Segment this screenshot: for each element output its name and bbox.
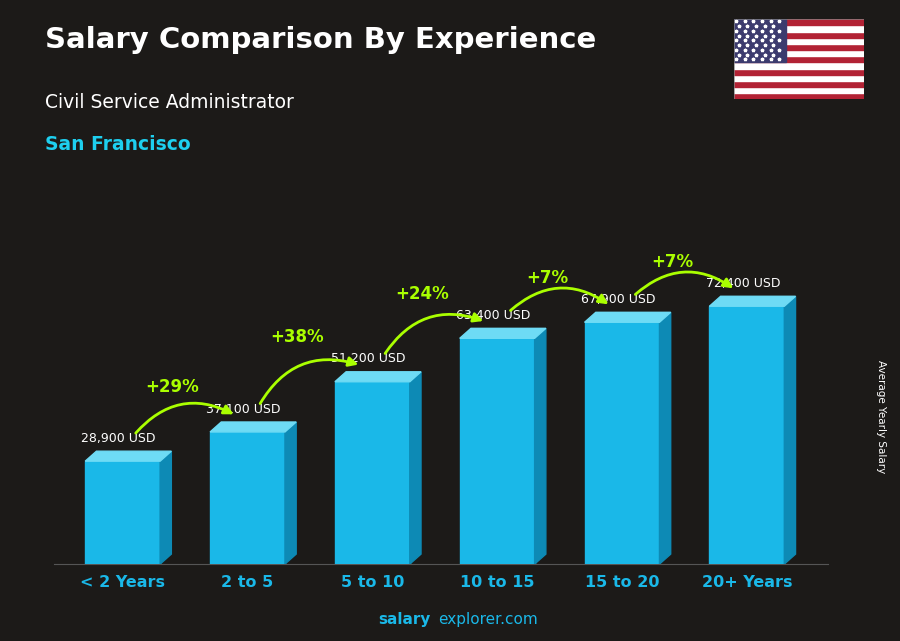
Bar (734, 56, 864, 62)
Bar (734, 75, 864, 81)
Polygon shape (160, 451, 171, 564)
Polygon shape (709, 306, 784, 564)
Bar (734, 19, 864, 26)
Bar (734, 38, 864, 44)
Polygon shape (335, 382, 410, 564)
Text: +29%: +29% (146, 378, 200, 396)
Polygon shape (335, 372, 421, 382)
Text: Civil Service Administrator: Civil Service Administrator (45, 93, 294, 112)
Polygon shape (784, 296, 796, 564)
Text: 72,400 USD: 72,400 USD (706, 277, 780, 290)
Polygon shape (86, 451, 171, 461)
Bar (734, 93, 864, 99)
Text: 37,100 USD: 37,100 USD (206, 403, 281, 415)
Polygon shape (585, 322, 660, 564)
Polygon shape (709, 296, 796, 306)
Text: +38%: +38% (271, 328, 324, 346)
Bar (734, 81, 864, 87)
Bar (734, 19, 786, 62)
Text: 28,900 USD: 28,900 USD (82, 432, 156, 445)
Polygon shape (86, 461, 160, 564)
Polygon shape (660, 312, 670, 564)
Text: 51,200 USD: 51,200 USD (331, 353, 406, 365)
Text: salary: salary (378, 612, 430, 627)
Text: Salary Comparison By Experience: Salary Comparison By Experience (45, 26, 596, 54)
Text: explorer.com: explorer.com (438, 612, 538, 627)
Bar (734, 31, 864, 38)
Text: 63,400 USD: 63,400 USD (456, 309, 530, 322)
Polygon shape (460, 338, 535, 564)
Text: +24%: +24% (395, 285, 449, 303)
Bar (734, 50, 864, 56)
Polygon shape (210, 432, 285, 564)
Polygon shape (210, 422, 296, 432)
Bar (734, 69, 864, 75)
Bar (734, 44, 864, 50)
Polygon shape (285, 422, 296, 564)
Polygon shape (460, 328, 546, 338)
Text: +7%: +7% (526, 269, 568, 287)
Bar (734, 62, 864, 69)
Text: 67,900 USD: 67,900 USD (580, 293, 655, 306)
Polygon shape (410, 372, 421, 564)
Text: San Francisco: San Francisco (45, 135, 191, 154)
Text: +7%: +7% (651, 253, 693, 271)
Polygon shape (585, 312, 670, 322)
Bar (734, 26, 864, 31)
Bar (734, 87, 864, 93)
Text: Average Yearly Salary: Average Yearly Salary (877, 360, 886, 473)
Polygon shape (535, 328, 546, 564)
